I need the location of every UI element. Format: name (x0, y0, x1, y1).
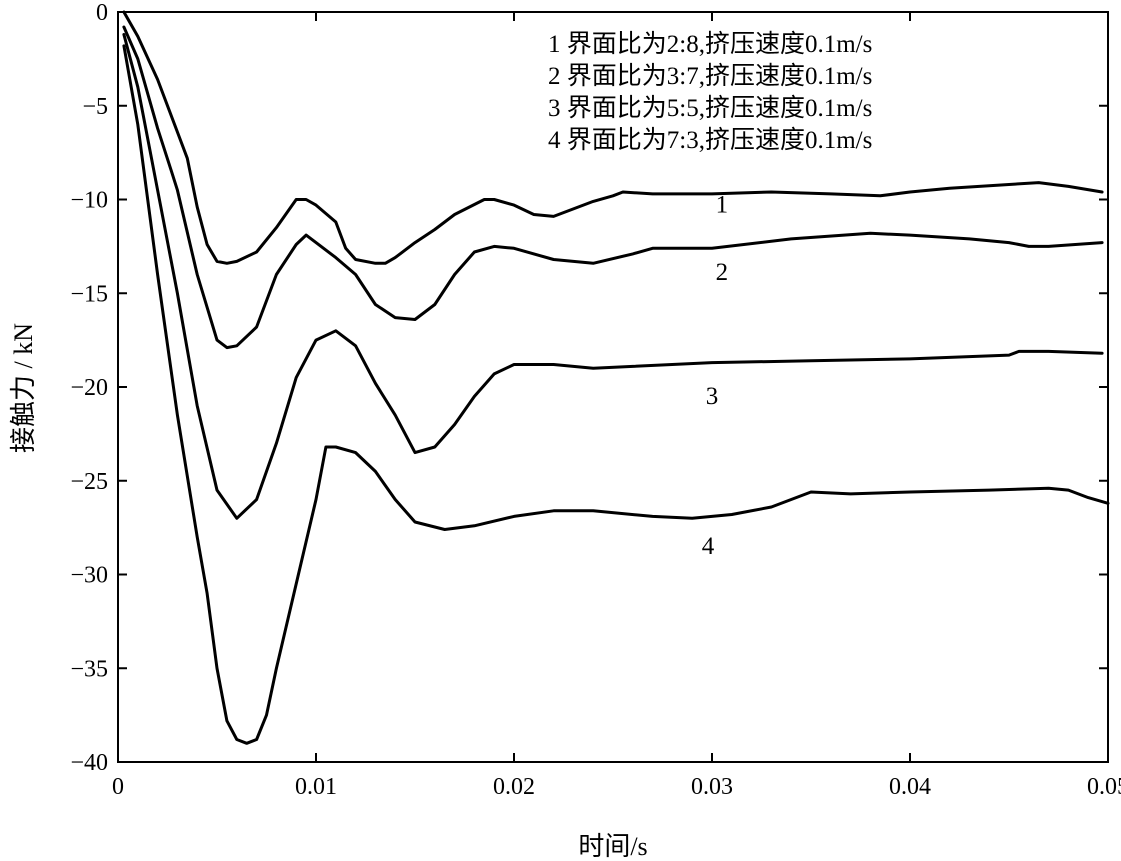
y-tick-label: −5 (82, 94, 108, 120)
x-tick-label: 0.03 (691, 774, 733, 800)
legend: 1 界面比为2:8,挤压速度0.1m/s 2 界面比为3:7,挤压速度0.1m/s… (548, 30, 872, 154)
curve-label-2: 2 (716, 259, 729, 286)
curve-labels-group: 1 2 3 4 (702, 192, 728, 560)
series-line-1 (122, 10, 1104, 265)
legend-entry-2: 2 界面比为3:7,挤压速度0.1m/s (548, 62, 872, 90)
curve-label-1: 1 (716, 192, 729, 219)
y-tick-label: −15 (70, 281, 108, 307)
y-axis-title: 接触力 / kN (9, 323, 38, 453)
x-tick-label: 0.01 (295, 774, 337, 800)
series-line-3 (122, 33, 1104, 520)
axis-ticks-group: 0 0.01 0.02 0.03 0.04 0.05 0 −5 −10 −15 −20 −25 −30 −… (70, 0, 1121, 800)
y-tick-label: −35 (70, 656, 108, 682)
series-lines-group (122, 10, 1110, 745)
y-tick-label: −30 (70, 563, 108, 589)
x-tick-label: 0 (112, 774, 124, 800)
series-line-2 (122, 25, 1104, 350)
x-tick-label: 0.04 (889, 774, 931, 800)
legend-entry-1: 1 界面比为2:8,挤压速度0.1m/s (548, 30, 872, 58)
y-tick-label: −20 (70, 375, 108, 401)
curve-label-3: 3 (706, 383, 719, 410)
y-tick-label: −10 (70, 188, 108, 214)
legend-entry-3: 3 界面比为5:5,挤压速度0.1m/s (548, 94, 872, 122)
curve-label-4: 4 (702, 533, 715, 560)
series-line-4 (122, 44, 1110, 745)
y-tick-label: −40 (70, 750, 108, 776)
y-tick-label: 0 (96, 0, 108, 26)
plot-frame (117, 11, 1109, 763)
x-tick-label: 0.05 (1087, 774, 1121, 800)
x-tick-label: 0.02 (493, 774, 535, 800)
x-axis-title: 时间/s (578, 832, 647, 861)
legend-entry-4: 4 界面比为7:3,挤压速度0.1m/s (548, 126, 872, 154)
plot-frame-group (117, 11, 1109, 763)
y-tick-label: −25 (70, 469, 108, 495)
